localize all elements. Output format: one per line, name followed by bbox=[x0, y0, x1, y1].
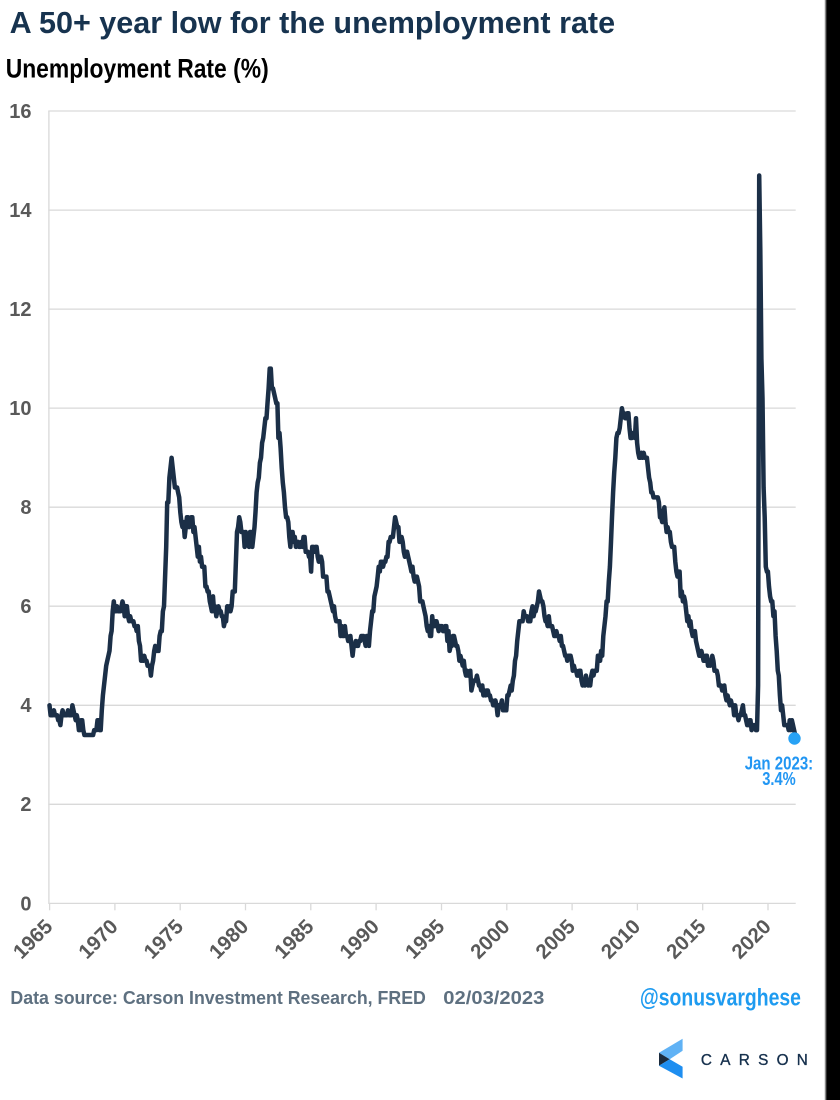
svg-text:8: 8 bbox=[20, 497, 31, 519]
svg-text:CARSON: CARSON bbox=[701, 1052, 816, 1069]
svg-text:3.4%: 3.4% bbox=[762, 769, 796, 789]
svg-text:6: 6 bbox=[20, 596, 31, 618]
svg-text:2: 2 bbox=[20, 794, 31, 816]
svg-text:Unemployment Rate (%): Unemployment Rate (%) bbox=[6, 54, 269, 84]
svg-text:10: 10 bbox=[9, 398, 31, 420]
svg-text:A 50+ year low for the unemplo: A 50+ year low for the unemployment rate bbox=[10, 6, 616, 40]
svg-text:0: 0 bbox=[20, 893, 31, 915]
svg-text:Data source: Carson Investment: Data source: Carson Investment Research,… bbox=[10, 988, 426, 1008]
svg-text:16: 16 bbox=[9, 101, 31, 123]
svg-text:12: 12 bbox=[9, 299, 31, 321]
svg-text:Jan 2023:: Jan 2023: bbox=[745, 754, 814, 774]
svg-text:@sonusvarghese: @sonusvarghese bbox=[640, 984, 801, 1011]
svg-text:4: 4 bbox=[20, 695, 32, 717]
svg-text:14: 14 bbox=[9, 200, 32, 222]
svg-text:02/03/2023: 02/03/2023 bbox=[443, 988, 544, 1008]
